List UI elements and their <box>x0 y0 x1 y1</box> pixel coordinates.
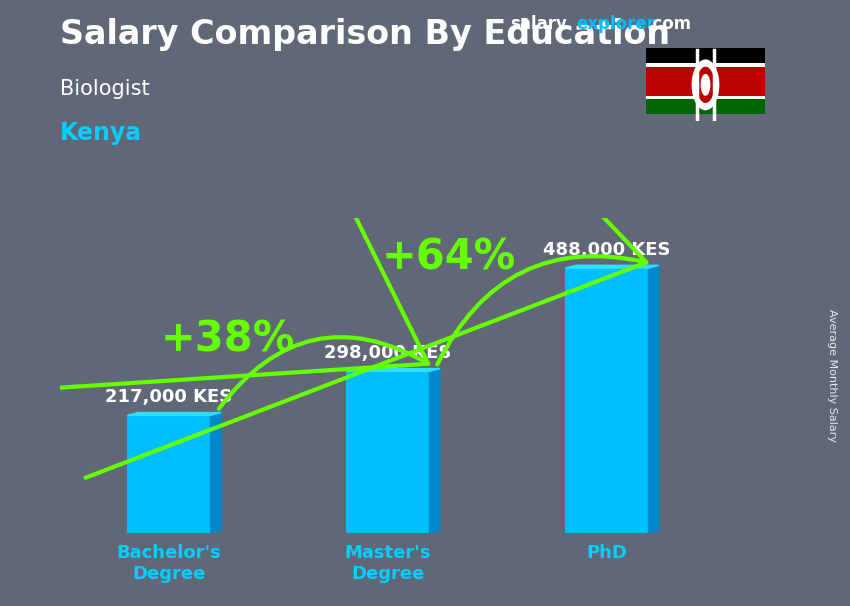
FancyBboxPatch shape <box>128 415 211 533</box>
Text: Average Monthly Salary: Average Monthly Salary <box>827 309 837 442</box>
Polygon shape <box>128 413 221 415</box>
Text: 298,000 KES: 298,000 KES <box>324 344 451 362</box>
Polygon shape <box>649 265 659 533</box>
Text: 488,000 KES: 488,000 KES <box>543 241 671 259</box>
Text: .com: .com <box>646 15 691 33</box>
Polygon shape <box>565 265 659 268</box>
Bar <box>646 67 765 96</box>
Text: 217,000 KES: 217,000 KES <box>105 388 233 406</box>
Text: Biologist: Biologist <box>60 79 149 99</box>
Text: Salary Comparison By Education: Salary Comparison By Education <box>60 18 670 51</box>
Bar <box>646 63 765 67</box>
FancyBboxPatch shape <box>346 371 429 533</box>
Ellipse shape <box>692 59 719 110</box>
Bar <box>646 99 765 114</box>
Text: Kenya: Kenya <box>60 121 142 145</box>
Text: +64%: +64% <box>382 236 517 278</box>
Text: +38%: +38% <box>161 318 295 361</box>
Text: salary: salary <box>510 15 567 33</box>
Ellipse shape <box>697 67 714 103</box>
FancyArrowPatch shape <box>86 0 647 478</box>
Bar <box>646 96 765 99</box>
Bar <box>646 48 765 63</box>
Polygon shape <box>429 368 440 533</box>
Ellipse shape <box>700 74 711 96</box>
FancyArrowPatch shape <box>0 0 428 409</box>
Polygon shape <box>346 368 440 371</box>
Text: explorer: explorer <box>576 15 655 33</box>
FancyBboxPatch shape <box>565 268 649 533</box>
Polygon shape <box>211 413 221 533</box>
